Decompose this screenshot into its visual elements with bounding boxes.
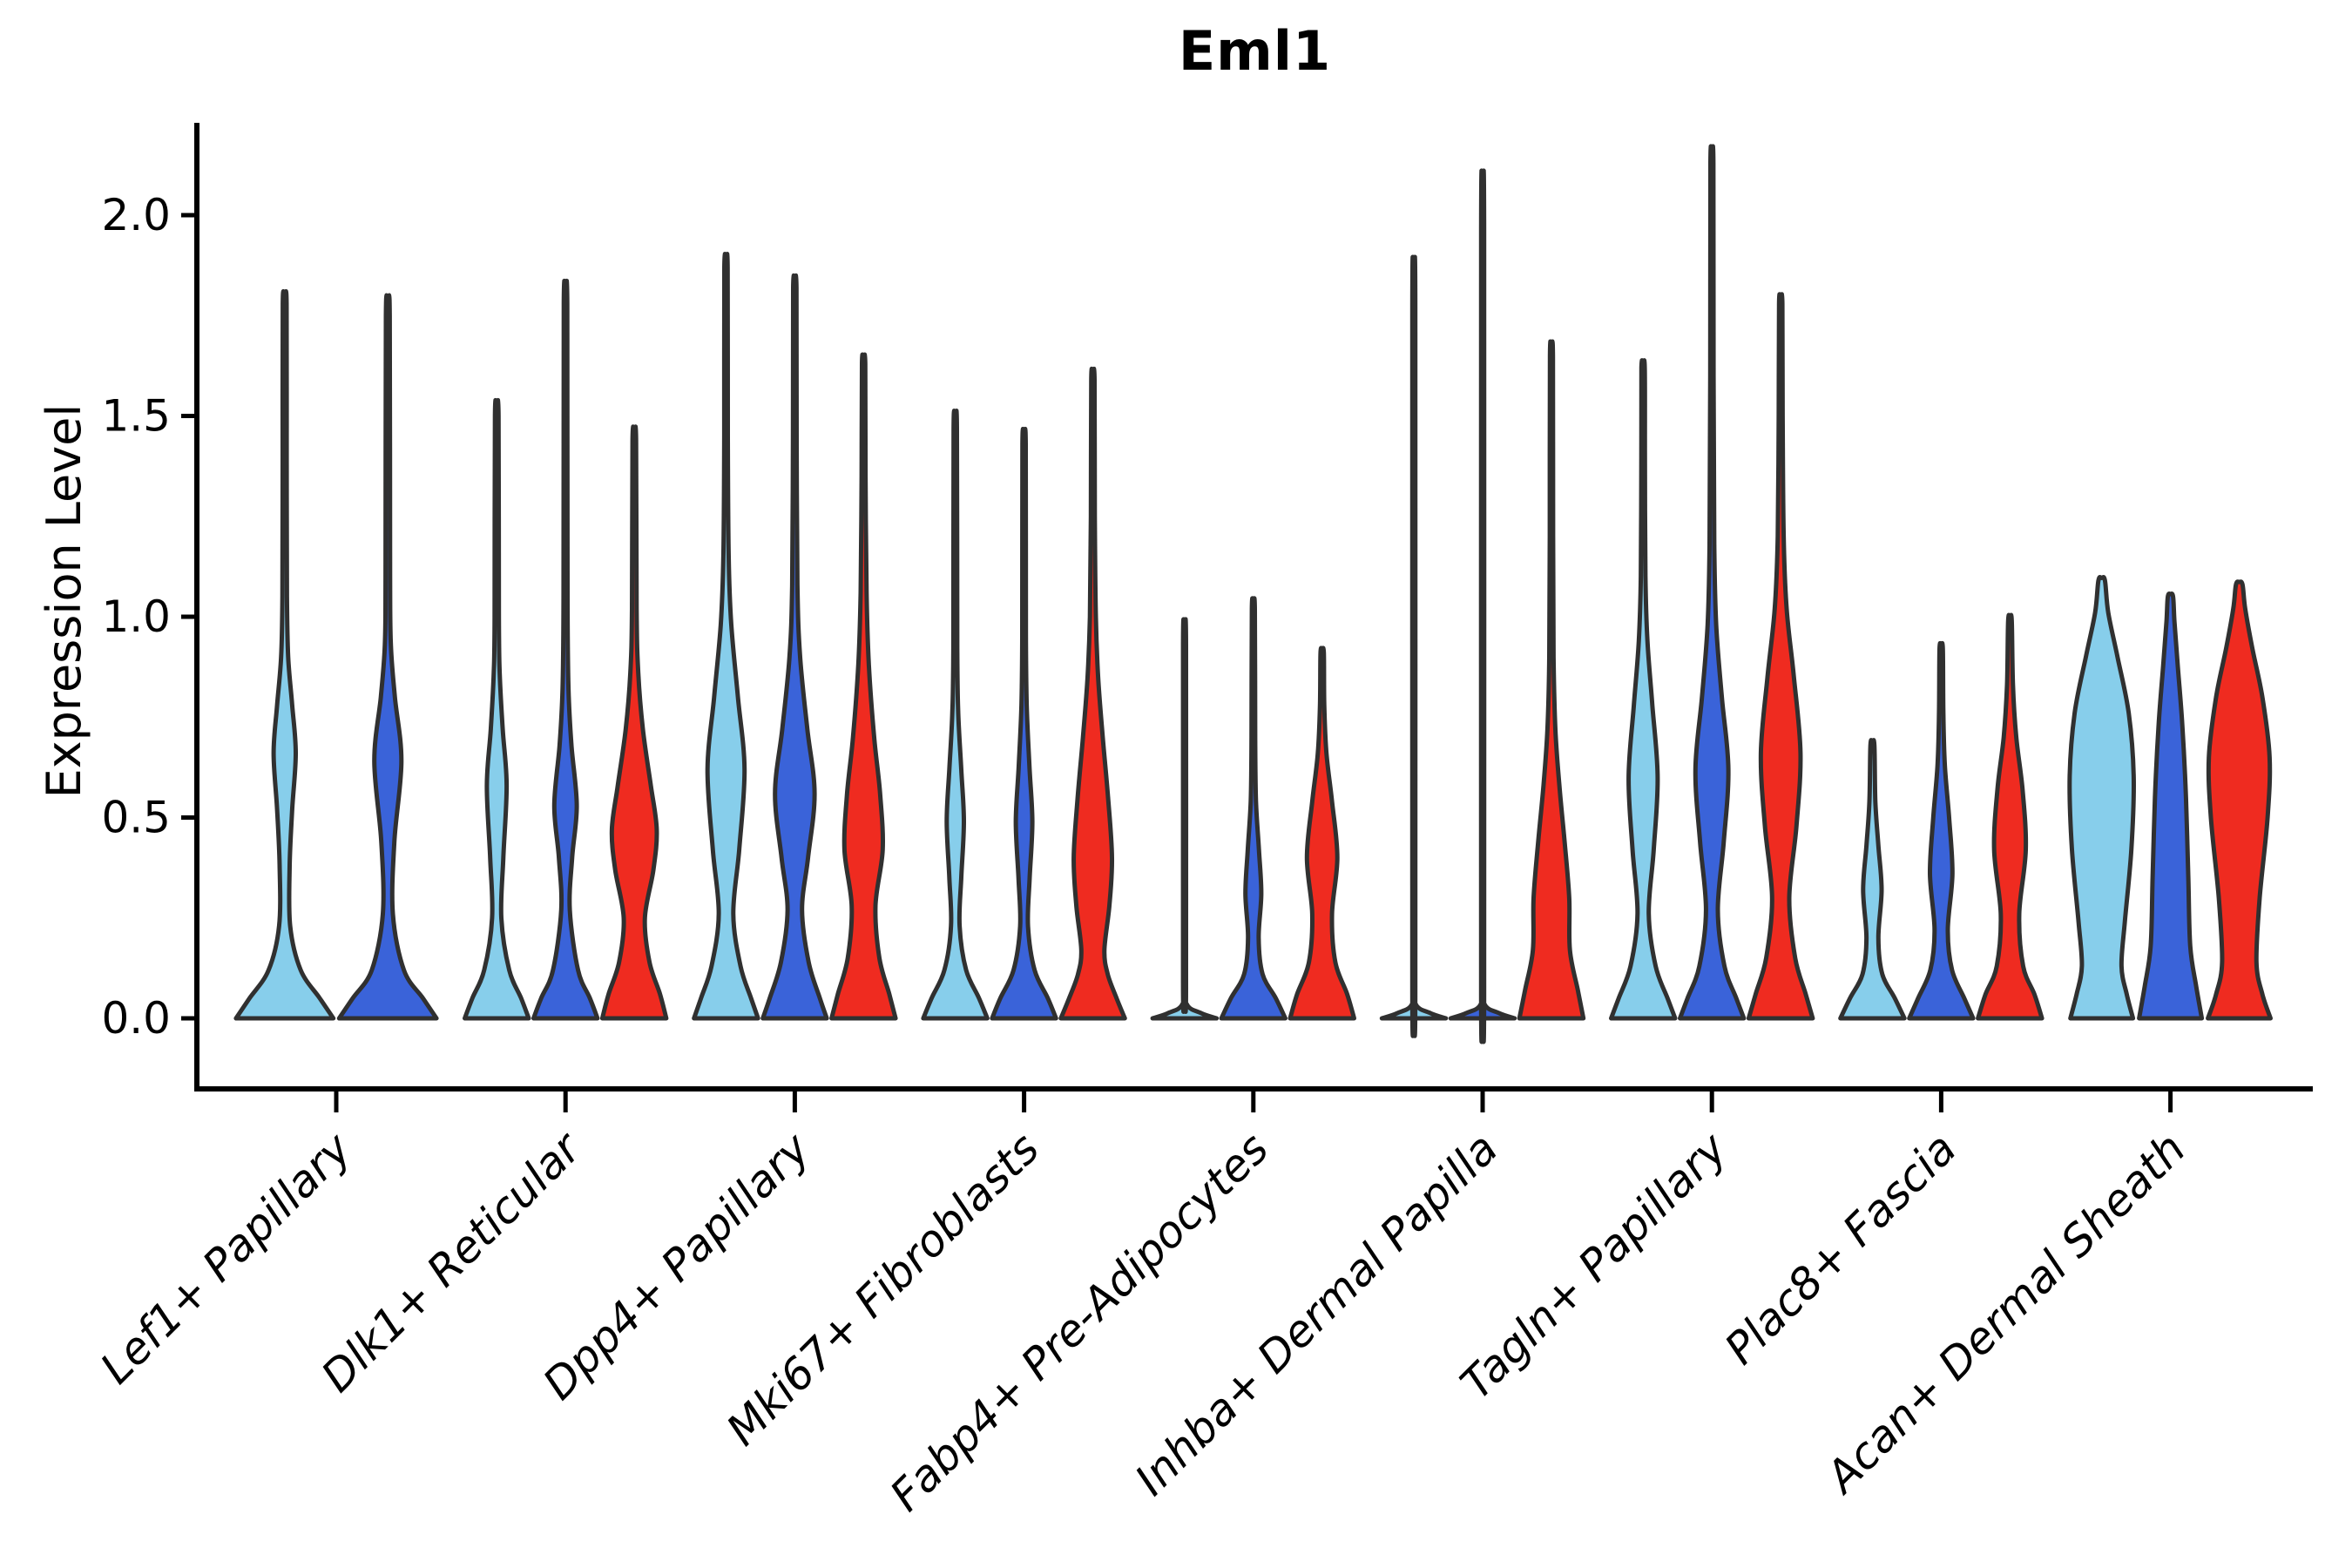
violin-dlk1-reticular-light_blue bbox=[463, 397, 531, 1021]
chart-title: Eml1 bbox=[1178, 19, 1332, 83]
violin-dpp4-papillary-light_blue bbox=[692, 252, 760, 1021]
violin-fabp4-pre-adipocytes-red bbox=[1288, 645, 1356, 1021]
violin-mki67-fibroblasts-light_blue bbox=[921, 409, 990, 1021]
violin-plac8-fascia-dark_blue bbox=[1907, 640, 1976, 1021]
y-tick-label: 0.5 bbox=[101, 793, 171, 843]
violin-tagln-papillary-dark_blue bbox=[1678, 144, 1747, 1021]
violin-acan-dermal-sheath-light_blue bbox=[2067, 575, 2136, 1021]
violin-fabp4-pre-adipocytes-dark_blue bbox=[1219, 596, 1288, 1021]
violin-acan-dermal-sheath-red bbox=[2206, 579, 2273, 1021]
violin-mki67-fibroblasts-dark_blue bbox=[990, 426, 1058, 1021]
violin-dlk1-reticular-red bbox=[599, 424, 669, 1021]
violin-inhba-dermal-papilla-dark_blue bbox=[1448, 168, 1517, 1044]
x-tick-label-acan-dermal-sheath: Acan+ Dermal Sheath bbox=[1815, 1123, 2195, 1504]
violin-plac8-fascia-light_blue bbox=[1838, 738, 1907, 1021]
violin-dpp4-papillary-dark_blue bbox=[760, 273, 829, 1021]
x-tick-label-inhba-dermal-papilla: Inhba+ Dermal Papilla bbox=[1125, 1123, 1507, 1504]
violin-dpp4-papillary-red bbox=[829, 352, 898, 1021]
x-tick-label-fabp4-pre-adipocytes: Fabp4+ Pre-Adipocytes bbox=[881, 1123, 1279, 1521]
violin-plac8-fascia-red bbox=[1976, 612, 2044, 1021]
y-tick-label: 1.5 bbox=[101, 391, 171, 442]
violin-lef1-papillary-dark_blue bbox=[336, 293, 439, 1021]
violin-inhba-dermal-papilla-light_blue bbox=[1379, 254, 1449, 1038]
y-tick-label: 1.0 bbox=[101, 591, 171, 642]
violin-acan-dermal-sheath-dark_blue bbox=[2137, 591, 2205, 1021]
violin-tagln-papillary-red bbox=[1746, 292, 1815, 1021]
x-tick-label-plac8-fascia: Plac8+ Fascia bbox=[1715, 1123, 1966, 1374]
violin-tagln-papillary-light_blue bbox=[1609, 358, 1678, 1021]
x-tick-label-lef1-papillary: Lef1+ Papillary bbox=[91, 1122, 362, 1393]
y-tick-label: 2.0 bbox=[101, 190, 171, 240]
violin-inhba-dermal-papilla-red bbox=[1517, 339, 1586, 1021]
violin-fabp4-pre-adipocytes-light_blue bbox=[1150, 617, 1220, 1021]
violin-mki67-fibroblasts-red bbox=[1058, 366, 1127, 1021]
violin-dlk1-reticular-dark_blue bbox=[531, 278, 600, 1021]
y-tick-label: 0.0 bbox=[101, 993, 171, 1044]
violin-lef1-papillary-light_blue bbox=[233, 288, 336, 1021]
